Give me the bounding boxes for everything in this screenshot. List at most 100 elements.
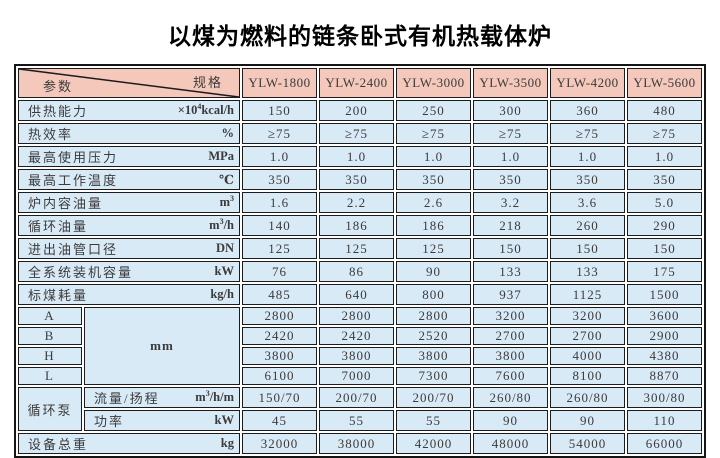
value-cell: 110 <box>627 410 702 431</box>
value-cell: 186 <box>319 215 394 236</box>
spec-table: 规格 参数 YLW-1800 YLW-2400 YLW-3000 YLW-350… <box>14 64 706 458</box>
corner-param-label: 参数 <box>43 79 74 94</box>
value-cell: 350 <box>396 169 471 190</box>
value-cell: 42000 <box>396 433 471 454</box>
param-label-wrap: 最高工作温度 ℃ <box>19 170 239 189</box>
param-name: 设备总重 <box>28 437 89 452</box>
value-cell: 1.0 <box>319 146 394 167</box>
param-name: 热效率 <box>28 127 74 142</box>
value-cell: 2800 <box>319 307 394 325</box>
param-unit: % <box>221 126 235 140</box>
table-row: 功率 kW 45 55 55 90 90 110 <box>18 410 702 431</box>
dim-letter-cell: L <box>18 367 82 385</box>
value-cell: 2700 <box>550 327 625 345</box>
dim-letter-cell: H <box>18 347 82 365</box>
param-name: 功率 <box>94 414 125 429</box>
dim-letter-cell: B <box>18 327 82 345</box>
param-label-wrap: 全系统装机容量 kW <box>19 262 239 281</box>
value-cell: 260/80 <box>550 387 625 408</box>
value-cell: 350 <box>473 169 548 190</box>
value-cell: 45 <box>242 410 317 431</box>
value-cell: 290 <box>627 215 702 236</box>
value-cell: 86 <box>319 261 394 282</box>
param-name: 最高使用压力 <box>28 150 119 165</box>
model-header: YLW-3500 <box>473 68 548 98</box>
param-label-cell: 标煤耗量 kg/h <box>18 284 240 305</box>
value-cell: 200 <box>319 100 394 121</box>
param-name: 标煤耗量 <box>28 288 89 303</box>
value-cell: 3800 <box>396 347 471 365</box>
value-cell: 133 <box>473 261 548 282</box>
value-cell: 2420 <box>242 327 317 345</box>
value-cell: 1.0 <box>550 146 625 167</box>
value-cell: 300 <box>473 100 548 121</box>
value-cell: ≥75 <box>473 123 548 144</box>
value-cell: 300/80 <box>627 387 702 408</box>
value-cell: 2700 <box>473 327 548 345</box>
table-row: 供热能力 ×104kcal/h 150 200 250 300 360 480 <box>18 100 702 121</box>
param-name: 供热能力 <box>28 104 89 119</box>
param-unit: ×104kcal/h <box>177 101 234 117</box>
value-cell: 125 <box>242 238 317 259</box>
table-row: 最高工作温度 ℃ 350 350 350 350 350 350 <box>18 169 702 190</box>
param-unit: m3/h/m <box>195 388 234 404</box>
table-row: 设备总重 kg 32000 38000 42000 48000 54000 66000 <box>18 433 702 454</box>
value-cell: 3.6 <box>550 192 625 213</box>
table-row: 标煤耗量 kg/h 485 640 800 937 1125 1500 <box>18 284 702 305</box>
value-cell: 66000 <box>627 433 702 454</box>
header-row: 规格 参数 YLW-1800 YLW-2400 YLW-3000 YLW-350… <box>18 68 702 98</box>
value-cell: 8100 <box>550 367 625 385</box>
value-cell: ≥75 <box>319 123 394 144</box>
param-name: 流量/扬程 <box>94 391 160 406</box>
pump-group-cell: 循环泵 <box>18 387 82 431</box>
value-cell: 1.0 <box>242 146 317 167</box>
param-name: 炉内容油量 <box>28 196 104 211</box>
value-cell: ≥75 <box>627 123 702 144</box>
value-cell: 7600 <box>473 367 548 385</box>
table-row: 全系统装机容量 kW 76 86 90 133 133 175 <box>18 261 702 282</box>
param-label-wrap: 循环油量 m3/h <box>19 216 239 235</box>
value-cell: 2800 <box>242 307 317 325</box>
value-cell: 1.0 <box>473 146 548 167</box>
param-unit: kg/h <box>210 287 234 301</box>
table-row: B 2420 2420 2520 2700 2700 2900 <box>18 327 702 345</box>
param-label-wrap: 标煤耗量 kg/h <box>19 285 239 304</box>
value-cell: 76 <box>242 261 317 282</box>
value-cell: ≥75 <box>242 123 317 144</box>
param-label-cell: 循环油量 m3/h <box>18 215 240 236</box>
value-cell: 360 <box>550 100 625 121</box>
value-cell: 2520 <box>396 327 471 345</box>
value-cell: 55 <box>319 410 394 431</box>
param-unit: kW <box>214 264 234 278</box>
param-label-cell: 全系统装机容量 kW <box>18 261 240 282</box>
value-cell: 350 <box>550 169 625 190</box>
value-cell: 38000 <box>319 433 394 454</box>
param-label-cell: 流量/扬程 m3/h/m <box>84 387 240 408</box>
value-cell: 1.6 <box>242 192 317 213</box>
table-row: 循环油量 m3/h 140 186 186 218 260 290 <box>18 215 702 236</box>
diagonal-divider <box>19 69 239 97</box>
param-label-wrap: 最高使用压力 MPa <box>19 147 239 166</box>
value-cell: 2.6 <box>396 192 471 213</box>
page-title: 以煤为燃料的链条卧式有机热载体炉 <box>168 23 552 49</box>
value-cell: 5.0 <box>627 192 702 213</box>
model-header: YLW-4200 <box>550 68 625 98</box>
param-unit: m3/h <box>209 216 234 232</box>
value-cell: 48000 <box>473 433 548 454</box>
param-label-wrap: 炉内容油量 m3 <box>19 193 239 212</box>
value-cell: 250 <box>396 100 471 121</box>
param-label-wrap: 功率 kW <box>85 411 239 430</box>
param-label-cell: 设备总重 kg <box>18 433 240 454</box>
value-cell: 1.0 <box>396 146 471 167</box>
value-cell: 125 <box>396 238 471 259</box>
param-label-wrap: 供热能力 ×104kcal/h <box>19 101 239 120</box>
model-header: YLW-1800 <box>242 68 317 98</box>
value-cell: 125 <box>319 238 394 259</box>
value-cell: ≥75 <box>550 123 625 144</box>
param-label-wrap: 设备总重 kg <box>19 434 239 453</box>
value-cell: ≥75 <box>396 123 471 144</box>
value-cell: 3600 <box>627 307 702 325</box>
param-unit: kg <box>220 436 234 450</box>
value-cell: 260 <box>550 215 625 236</box>
